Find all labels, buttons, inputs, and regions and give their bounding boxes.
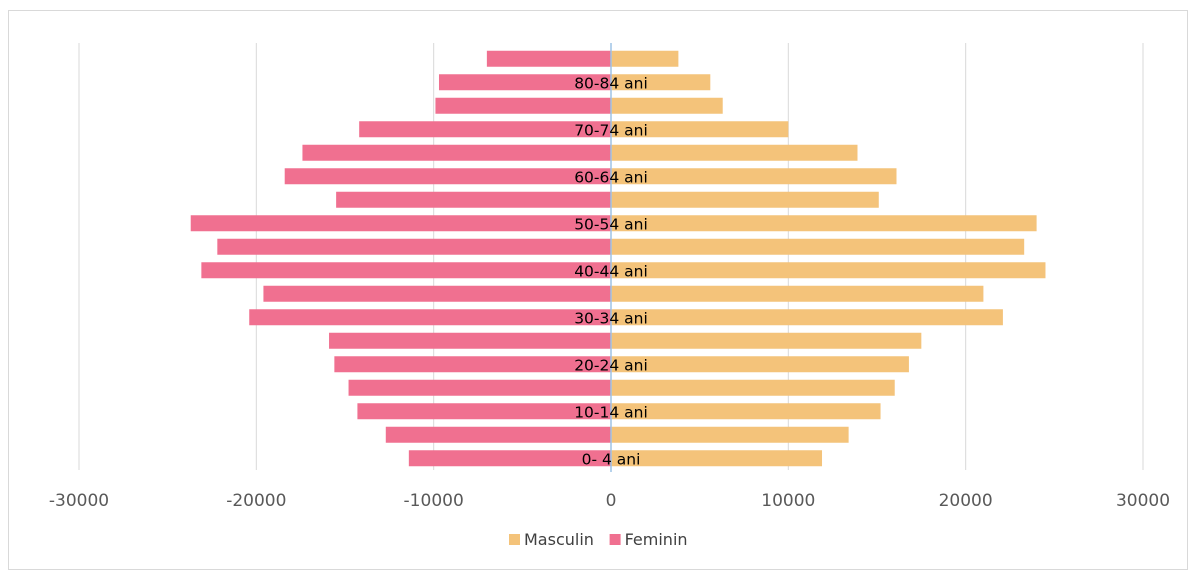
category-label: 50-54 ani (574, 215, 648, 233)
category-label: 20-24 ani (574, 356, 648, 374)
bar-masculin-8 (611, 262, 1045, 278)
category-label: 0- 4 ani (582, 450, 641, 468)
chart-area: 0- 4 ani 10-14 ani 20-24 ani 30-34 ani 40-44… (8, 10, 1188, 570)
bar-masculin-6 (611, 309, 1003, 325)
bar-masculin-17 (611, 51, 678, 67)
bar-masculin-15 (611, 98, 723, 114)
bar-masculin-13 (611, 145, 857, 161)
bar-masculin-0 (611, 450, 822, 466)
x-tick-label: -30000 (49, 491, 109, 511)
bar-masculin-9 (611, 239, 1024, 255)
legend-label-masculin: Masculin (524, 530, 594, 549)
population-pyramid-chart: 0- 4 ani 10-14 ani 20-24 ani 30-34 ani 40-44… (9, 11, 1187, 569)
category-label: 40-44 ani (574, 262, 648, 280)
bar-masculin-11 (611, 192, 879, 208)
bar-feminin-3 (349, 380, 611, 396)
bar-feminin-10 (191, 215, 611, 231)
legend-label-feminin: Feminin (625, 530, 688, 549)
bar-masculin-12 (611, 168, 897, 184)
category-label: 30-34 ani (574, 309, 648, 327)
category-label: 80-84 ani (574, 74, 648, 92)
legend-swatch-feminin (610, 534, 621, 545)
x-tick-label: 30000 (1116, 491, 1170, 511)
bar-masculin-3 (611, 380, 895, 396)
category-label: 10-14 ani (574, 403, 648, 421)
bar-masculin-7 (611, 286, 983, 302)
x-tick-label: 0 (606, 491, 617, 511)
bar-feminin-1 (386, 427, 611, 443)
bar-feminin-13 (302, 145, 611, 161)
x-tick-label: 20000 (939, 491, 993, 511)
bar-feminin-9 (217, 239, 611, 255)
bar-feminin-8 (201, 262, 611, 278)
x-tick-label: -10000 (404, 491, 464, 511)
bar-masculin-1 (611, 427, 849, 443)
bar-feminin-2 (357, 403, 611, 419)
category-label: 60-64 ani (574, 168, 648, 186)
bar-masculin-4 (611, 356, 909, 372)
bar-feminin-7 (263, 286, 611, 302)
x-tick-label: 10000 (761, 491, 815, 511)
bar-masculin-10 (611, 215, 1037, 231)
bar-feminin-15 (435, 98, 611, 114)
bar-feminin-4 (334, 356, 611, 372)
x-tick-label: -20000 (226, 491, 286, 511)
bar-feminin-5 (329, 333, 611, 349)
legend-swatch-masculin (509, 534, 520, 545)
bar-masculin-2 (611, 403, 881, 419)
category-label: 70-74 ani (574, 121, 648, 139)
bar-feminin-17 (487, 51, 611, 67)
bar-feminin-6 (249, 309, 611, 325)
bar-feminin-12 (285, 168, 611, 184)
bar-feminin-11 (336, 192, 611, 208)
bar-masculin-5 (611, 333, 921, 349)
